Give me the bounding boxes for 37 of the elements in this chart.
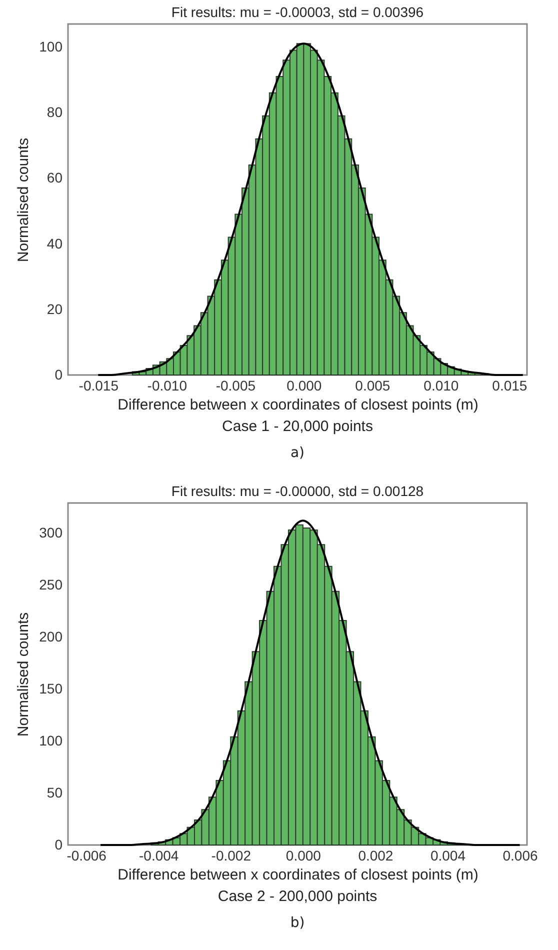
- y-tick-label: 50: [46, 784, 63, 801]
- y-tick-label: 80: [46, 104, 63, 120]
- x-tick-label: 0.002: [358, 848, 394, 864]
- y-tick-label: 0: [54, 836, 63, 852]
- y-tick-label: 100: [39, 732, 63, 749]
- x-tick-label: 0.006: [502, 848, 538, 864]
- x-tick-label: -0.005: [216, 378, 256, 394]
- x-axis-title: Difference between x coordinates of closest points (m): [118, 396, 478, 414]
- y-tick-label: 0: [54, 366, 63, 382]
- text: b): [289, 914, 306, 933]
- y-tick-label: 200: [39, 628, 63, 645]
- y-tick-label: 150: [39, 680, 63, 697]
- y-tick-label: 20: [46, 300, 63, 317]
- text: a): [289, 444, 306, 463]
- y-axis-title: Normalised counts: [15, 612, 32, 737]
- x-axis-title: Difference between x coordinates of closest points (m): [118, 866, 478, 884]
- x-tick-label: -0.010: [147, 378, 188, 394]
- x-tick-label: -0.002: [211, 848, 252, 864]
- x-tick-label: 0.010: [424, 378, 459, 394]
- text: Case 1 - 20,000 points: [221, 417, 374, 437]
- chart-title: Fit results: mu = -0.00003, std = 0.00396: [171, 4, 424, 20]
- x-tick-label: 0.000: [286, 378, 322, 394]
- x-tick-label: -0.006: [66, 848, 107, 864]
- y-tick-label: 60: [46, 170, 63, 186]
- x-tick-label: -0.015: [78, 378, 119, 394]
- x-tick-label: 0.015: [492, 378, 528, 394]
- x-tick-label: 0.005: [355, 378, 390, 394]
- x-tick-label: 0.000: [286, 848, 322, 864]
- y-axis-title: Normalised counts: [15, 138, 32, 262]
- text: Case 2 - 200,000 points: [216, 887, 378, 907]
- y-tick-label: 100: [39, 38, 63, 54]
- y-tick-label: 250: [39, 576, 63, 593]
- chart-title: Fit results: mu = -0.00000, std = 0.00128: [171, 483, 424, 499]
- x-tick-label: -0.004: [139, 848, 179, 864]
- y-tick-label: 300: [39, 524, 63, 541]
- y-tick-label: 40: [46, 235, 63, 252]
- x-tick-label: 0.004: [430, 848, 466, 864]
